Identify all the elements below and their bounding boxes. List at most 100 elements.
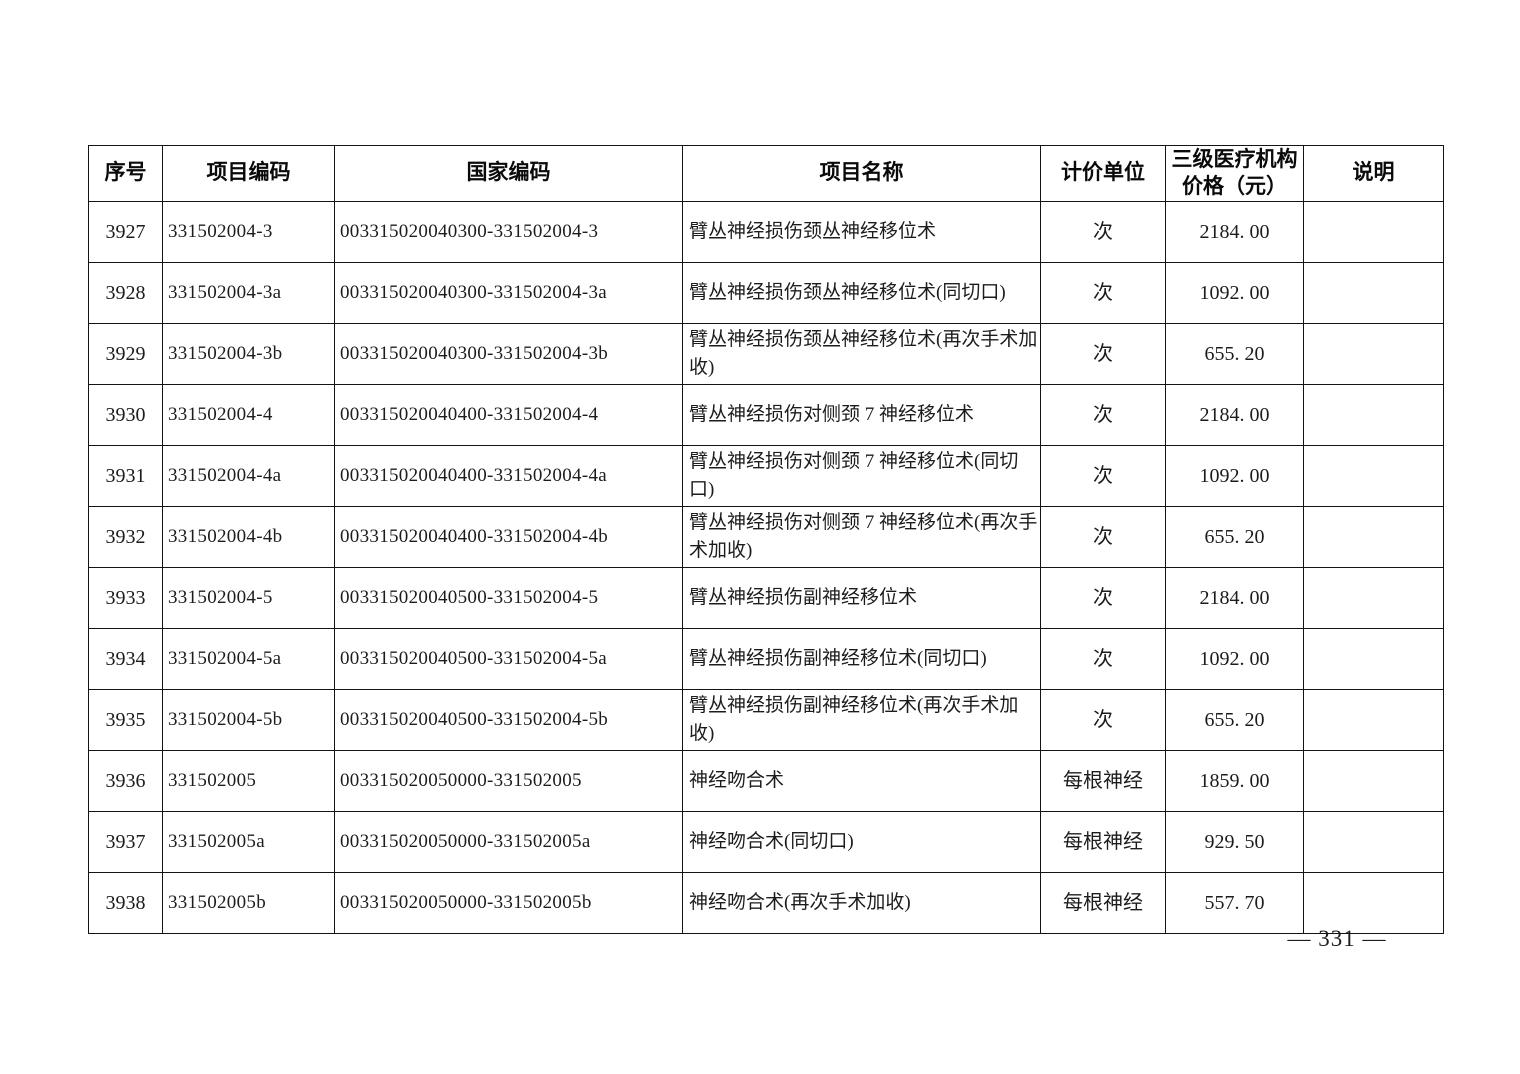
cell-price: 929. 50 <box>1165 811 1304 873</box>
cell-unit: 次 <box>1040 384 1166 446</box>
cell-national-code: 003315020040500-331502004-5b <box>334 689 683 751</box>
cell-price: 2184. 00 <box>1165 567 1304 629</box>
cell-price: 1092. 00 <box>1165 262 1304 324</box>
header-unit: 计价单位 <box>1040 145 1166 202</box>
cell-item-name: 神经吻合术(再次手术加收) <box>682 872 1041 934</box>
cell-item-code: 331502004-4a <box>162 445 335 507</box>
cell-unit: 次 <box>1040 445 1166 507</box>
cell-seq: 3931 <box>88 445 163 507</box>
cell-national-code: 003315020050000-331502005 <box>334 750 683 812</box>
cell-note <box>1303 811 1444 873</box>
cell-price: 655. 20 <box>1165 689 1304 751</box>
cell-item-name: 臂丛神经损伤副神经移位术 <box>682 567 1041 629</box>
cell-price: 1092. 00 <box>1165 628 1304 690</box>
cell-national-code: 003315020040300-331502004-3 <box>334 201 683 263</box>
cell-seq: 3932 <box>88 506 163 568</box>
cell-price: 655. 20 <box>1165 323 1304 385</box>
cell-item-name: 臂丛神经损伤副神经移位术(再次手术加收) <box>682 689 1041 751</box>
cell-seq: 3930 <box>88 384 163 446</box>
cell-price: 2184. 00 <box>1165 201 1304 263</box>
cell-item-code: 331502005 <box>162 750 335 812</box>
cell-item-name: 臂丛神经损伤对侧颈 7 神经移位术 <box>682 384 1041 446</box>
cell-unit: 次 <box>1040 506 1166 568</box>
cell-note <box>1303 628 1444 690</box>
cell-seq: 3937 <box>88 811 163 873</box>
header-note: 说明 <box>1303 145 1444 202</box>
cell-item-name: 臂丛神经损伤对侧颈 7 神经移位术(再次手术加收) <box>682 506 1041 568</box>
cell-note <box>1303 750 1444 812</box>
table-row: 3935 331502004-5b 003315020040500-33150200… <box>88 689 1444 751</box>
table-header-row: 序号 项目编码 国家编码 项目名称 计价单位 三级医疗机构 价格（元） 说明 <box>88 145 1444 202</box>
cell-unit: 次 <box>1040 628 1166 690</box>
cell-note <box>1303 872 1444 934</box>
header-seq: 序号 <box>88 145 163 202</box>
table-row: 3927 331502004-3 003315020040300-331502004… <box>88 201 1444 263</box>
table-row: 3934 331502004-5a 003315020040500-33150200… <box>88 628 1444 690</box>
header-price-line2: 价格（元） <box>1182 174 1287 198</box>
cell-item-code: 331502004-5a <box>162 628 335 690</box>
cell-note <box>1303 445 1444 507</box>
page-number: — 331 — <box>1287 926 1387 951</box>
table-row: 3929 331502004-3b 003315020040300-33150200… <box>88 323 1444 385</box>
cell-item-name: 臂丛神经损伤颈丛神经移位术(再次手术加收) <box>682 323 1041 385</box>
table-body: 3927 331502004-3 003315020040300-331502004… <box>88 201 1444 934</box>
cell-national-code: 003315020040500-331502004-5a <box>334 628 683 690</box>
cell-price: 1092. 00 <box>1165 445 1304 507</box>
cell-national-code: 003315020040300-331502004-3b <box>334 323 683 385</box>
cell-price: 2184. 00 <box>1165 384 1304 446</box>
cell-note <box>1303 567 1444 629</box>
cell-unit: 次 <box>1040 323 1166 385</box>
cell-national-code: 003315020040400-331502004-4 <box>334 384 683 446</box>
cell-national-code: 003315020040400-331502004-4b <box>334 506 683 568</box>
cell-seq: 3933 <box>88 567 163 629</box>
cell-seq: 3928 <box>88 262 163 324</box>
cell-item-name: 臂丛神经损伤副神经移位术(同切口) <box>682 628 1041 690</box>
header-price: 三级医疗机构 价格（元） <box>1165 145 1304 202</box>
cell-price: 557. 70 <box>1165 872 1304 934</box>
cell-national-code: 003315020040400-331502004-4a <box>334 445 683 507</box>
price-table: 序号 项目编码 国家编码 项目名称 计价单位 三级医疗机构 价格（元） 说明 3… <box>88 145 1444 934</box>
cell-seq: 3929 <box>88 323 163 385</box>
cell-unit: 每根神经 <box>1040 872 1166 934</box>
cell-note <box>1303 323 1444 385</box>
table-row: 3928 331502004-3a 003315020040300-33150200… <box>88 262 1444 324</box>
cell-unit: 次 <box>1040 689 1166 751</box>
table-row: 3937 331502005a 003315020050000-331502005a… <box>88 811 1444 873</box>
cell-item-code: 331502005a <box>162 811 335 873</box>
cell-unit: 次 <box>1040 201 1166 263</box>
cell-item-name: 臂丛神经损伤颈丛神经移位术 <box>682 201 1041 263</box>
cell-item-code: 331502004-5b <box>162 689 335 751</box>
cell-national-code: 003315020050000-331502005a <box>334 811 683 873</box>
cell-note <box>1303 689 1444 751</box>
cell-item-code: 331502004-5 <box>162 567 335 629</box>
cell-unit: 每根神经 <box>1040 811 1166 873</box>
cell-seq: 3934 <box>88 628 163 690</box>
cell-item-code: 331502004-3 <box>162 201 335 263</box>
table-row: 3933 331502004-5 003315020040500-331502004… <box>88 567 1444 629</box>
table-row: 3938 331502005b 003315020050000-331502005b… <box>88 872 1444 934</box>
cell-national-code: 003315020050000-331502005b <box>334 872 683 934</box>
cell-seq: 3935 <box>88 689 163 751</box>
cell-note <box>1303 262 1444 324</box>
cell-unit: 次 <box>1040 567 1166 629</box>
header-national-code: 国家编码 <box>334 145 683 202</box>
cell-price: 1859. 00 <box>1165 750 1304 812</box>
cell-note <box>1303 201 1444 263</box>
table-header: 序号 项目编码 国家编码 项目名称 计价单位 三级医疗机构 价格（元） 说明 <box>88 145 1444 202</box>
table-row: 3930 331502004-4 003315020040400-331502004… <box>88 384 1444 446</box>
cell-item-name: 臂丛神经损伤颈丛神经移位术(同切口) <box>682 262 1041 324</box>
header-item-name: 项目名称 <box>682 145 1041 202</box>
cell-item-code: 331502004-3b <box>162 323 335 385</box>
cell-item-name: 神经吻合术 <box>682 750 1041 812</box>
cell-item-code: 331502004-4b <box>162 506 335 568</box>
cell-unit: 次 <box>1040 262 1166 324</box>
cell-note <box>1303 506 1444 568</box>
cell-national-code: 003315020040300-331502004-3a <box>334 262 683 324</box>
cell-item-name: 臂丛神经损伤对侧颈 7 神经移位术(同切口) <box>682 445 1041 507</box>
cell-price: 655. 20 <box>1165 506 1304 568</box>
cell-seq: 3938 <box>88 872 163 934</box>
header-price-line1: 三级医疗机构 <box>1171 148 1298 172</box>
cell-note <box>1303 384 1444 446</box>
table-row: 3932 331502004-4b 003315020040400-33150200… <box>88 506 1444 568</box>
